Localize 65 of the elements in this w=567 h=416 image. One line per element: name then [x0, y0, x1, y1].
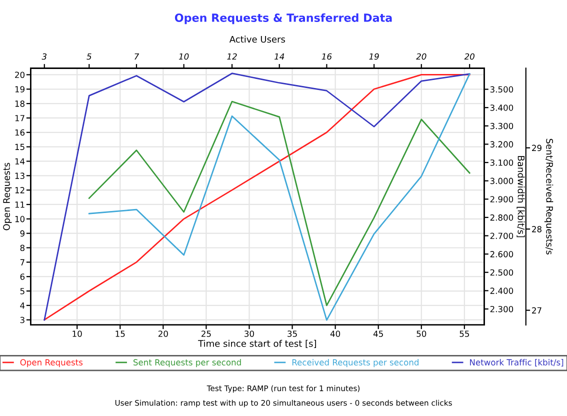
- y2-tick-label: 3.100: [490, 159, 514, 166]
- y-tick-label: 13: [15, 172, 24, 179]
- y2-tick-label: 2.500: [490, 269, 514, 276]
- y-tick-label: 17: [15, 115, 24, 122]
- y2-tick-label: 2.800: [490, 214, 514, 221]
- x-tick-label: 55: [460, 330, 469, 337]
- chart-title: Open Requests & Transferred Data: [174, 13, 392, 24]
- y2-tick-label: 3.500: [490, 86, 514, 93]
- y2-tick-label: 2.400: [490, 288, 514, 294]
- legend-label: Sent Requests per second: [133, 359, 241, 368]
- y2-tick-label: 2.600: [490, 251, 514, 258]
- text: 5: [86, 53, 92, 60]
- y-tick-label: 6: [20, 274, 25, 280]
- y-tick-label: 19: [15, 86, 24, 92]
- y-tick-label: 14: [15, 158, 25, 164]
- x-tick-label: 45: [373, 330, 383, 337]
- y2-tick-label: 2.700: [490, 232, 514, 240]
- line-series: [88, 100, 470, 306]
- y2-tick-label: 3.000: [490, 178, 514, 184]
- x-axis-title: Time since start of test [s]: [198, 340, 316, 348]
- text: 10: [178, 53, 189, 60]
- legend-label: Open Requests: [20, 359, 83, 368]
- legend-label: Network Traffic [kbit/s]: [470, 359, 564, 366]
- y-tick-label: 4: [20, 302, 25, 309]
- text: 14: [274, 53, 284, 60]
- x-tick-label: 25: [202, 330, 211, 337]
- text: 20: [464, 53, 474, 60]
- text: 12: [227, 53, 237, 60]
- y-tick-label: 11: [15, 202, 24, 208]
- text: 7: [134, 53, 140, 60]
- y-tick-label: 20: [15, 72, 25, 78]
- y-tick-label: 5: [20, 288, 24, 294]
- x-tick-label: 10: [72, 330, 82, 337]
- y-tick-label: 7: [20, 259, 24, 266]
- x-tick-label: 20: [158, 330, 168, 337]
- x2-axis-title: Active Users: [229, 36, 286, 43]
- x-tick-label: 15: [116, 330, 125, 337]
- x-tick-label: 35: [288, 330, 297, 337]
- y3-tick-label: 27: [532, 307, 542, 314]
- y-tick-label: 8: [20, 244, 24, 252]
- y-tick-label: 3: [20, 316, 24, 324]
- x-tick-label: 30: [244, 330, 254, 337]
- y-axis-title: Open Requests: [3, 162, 12, 230]
- y2-tick-label: 3.400: [490, 104, 514, 111]
- y3-tick-label: 28: [532, 226, 542, 232]
- x-tick-label: 50: [416, 330, 426, 337]
- y2-tick-label: 2.300: [490, 306, 514, 312]
- text: 16: [322, 53, 332, 60]
- y2-tick-label: 3.300: [490, 122, 514, 130]
- text: 19: [369, 53, 379, 60]
- legend-label: Received Requests per second: [292, 359, 418, 368]
- text: 20: [416, 53, 426, 60]
- y2-tick-label: 2.900: [490, 196, 514, 202]
- y-tick-label: 18: [15, 100, 24, 107]
- y3-axis-title: Sent/Received Requests/s: [544, 138, 554, 254]
- x-tick-label: 40: [330, 330, 340, 337]
- y-tick-label: 9: [20, 230, 24, 237]
- y-tick-label: 10: [15, 216, 25, 222]
- y-tick-label: 16: [15, 129, 25, 136]
- y2-tick-label: 3.200: [490, 141, 514, 148]
- y2-axis-title: Bandwidth [kbit/s]: [516, 156, 525, 238]
- y3-tick-label: 29: [532, 144, 542, 152]
- y-tick-label: 12: [15, 187, 24, 194]
- text: 3: [42, 53, 47, 60]
- y-tick-label: 15: [15, 144, 24, 150]
